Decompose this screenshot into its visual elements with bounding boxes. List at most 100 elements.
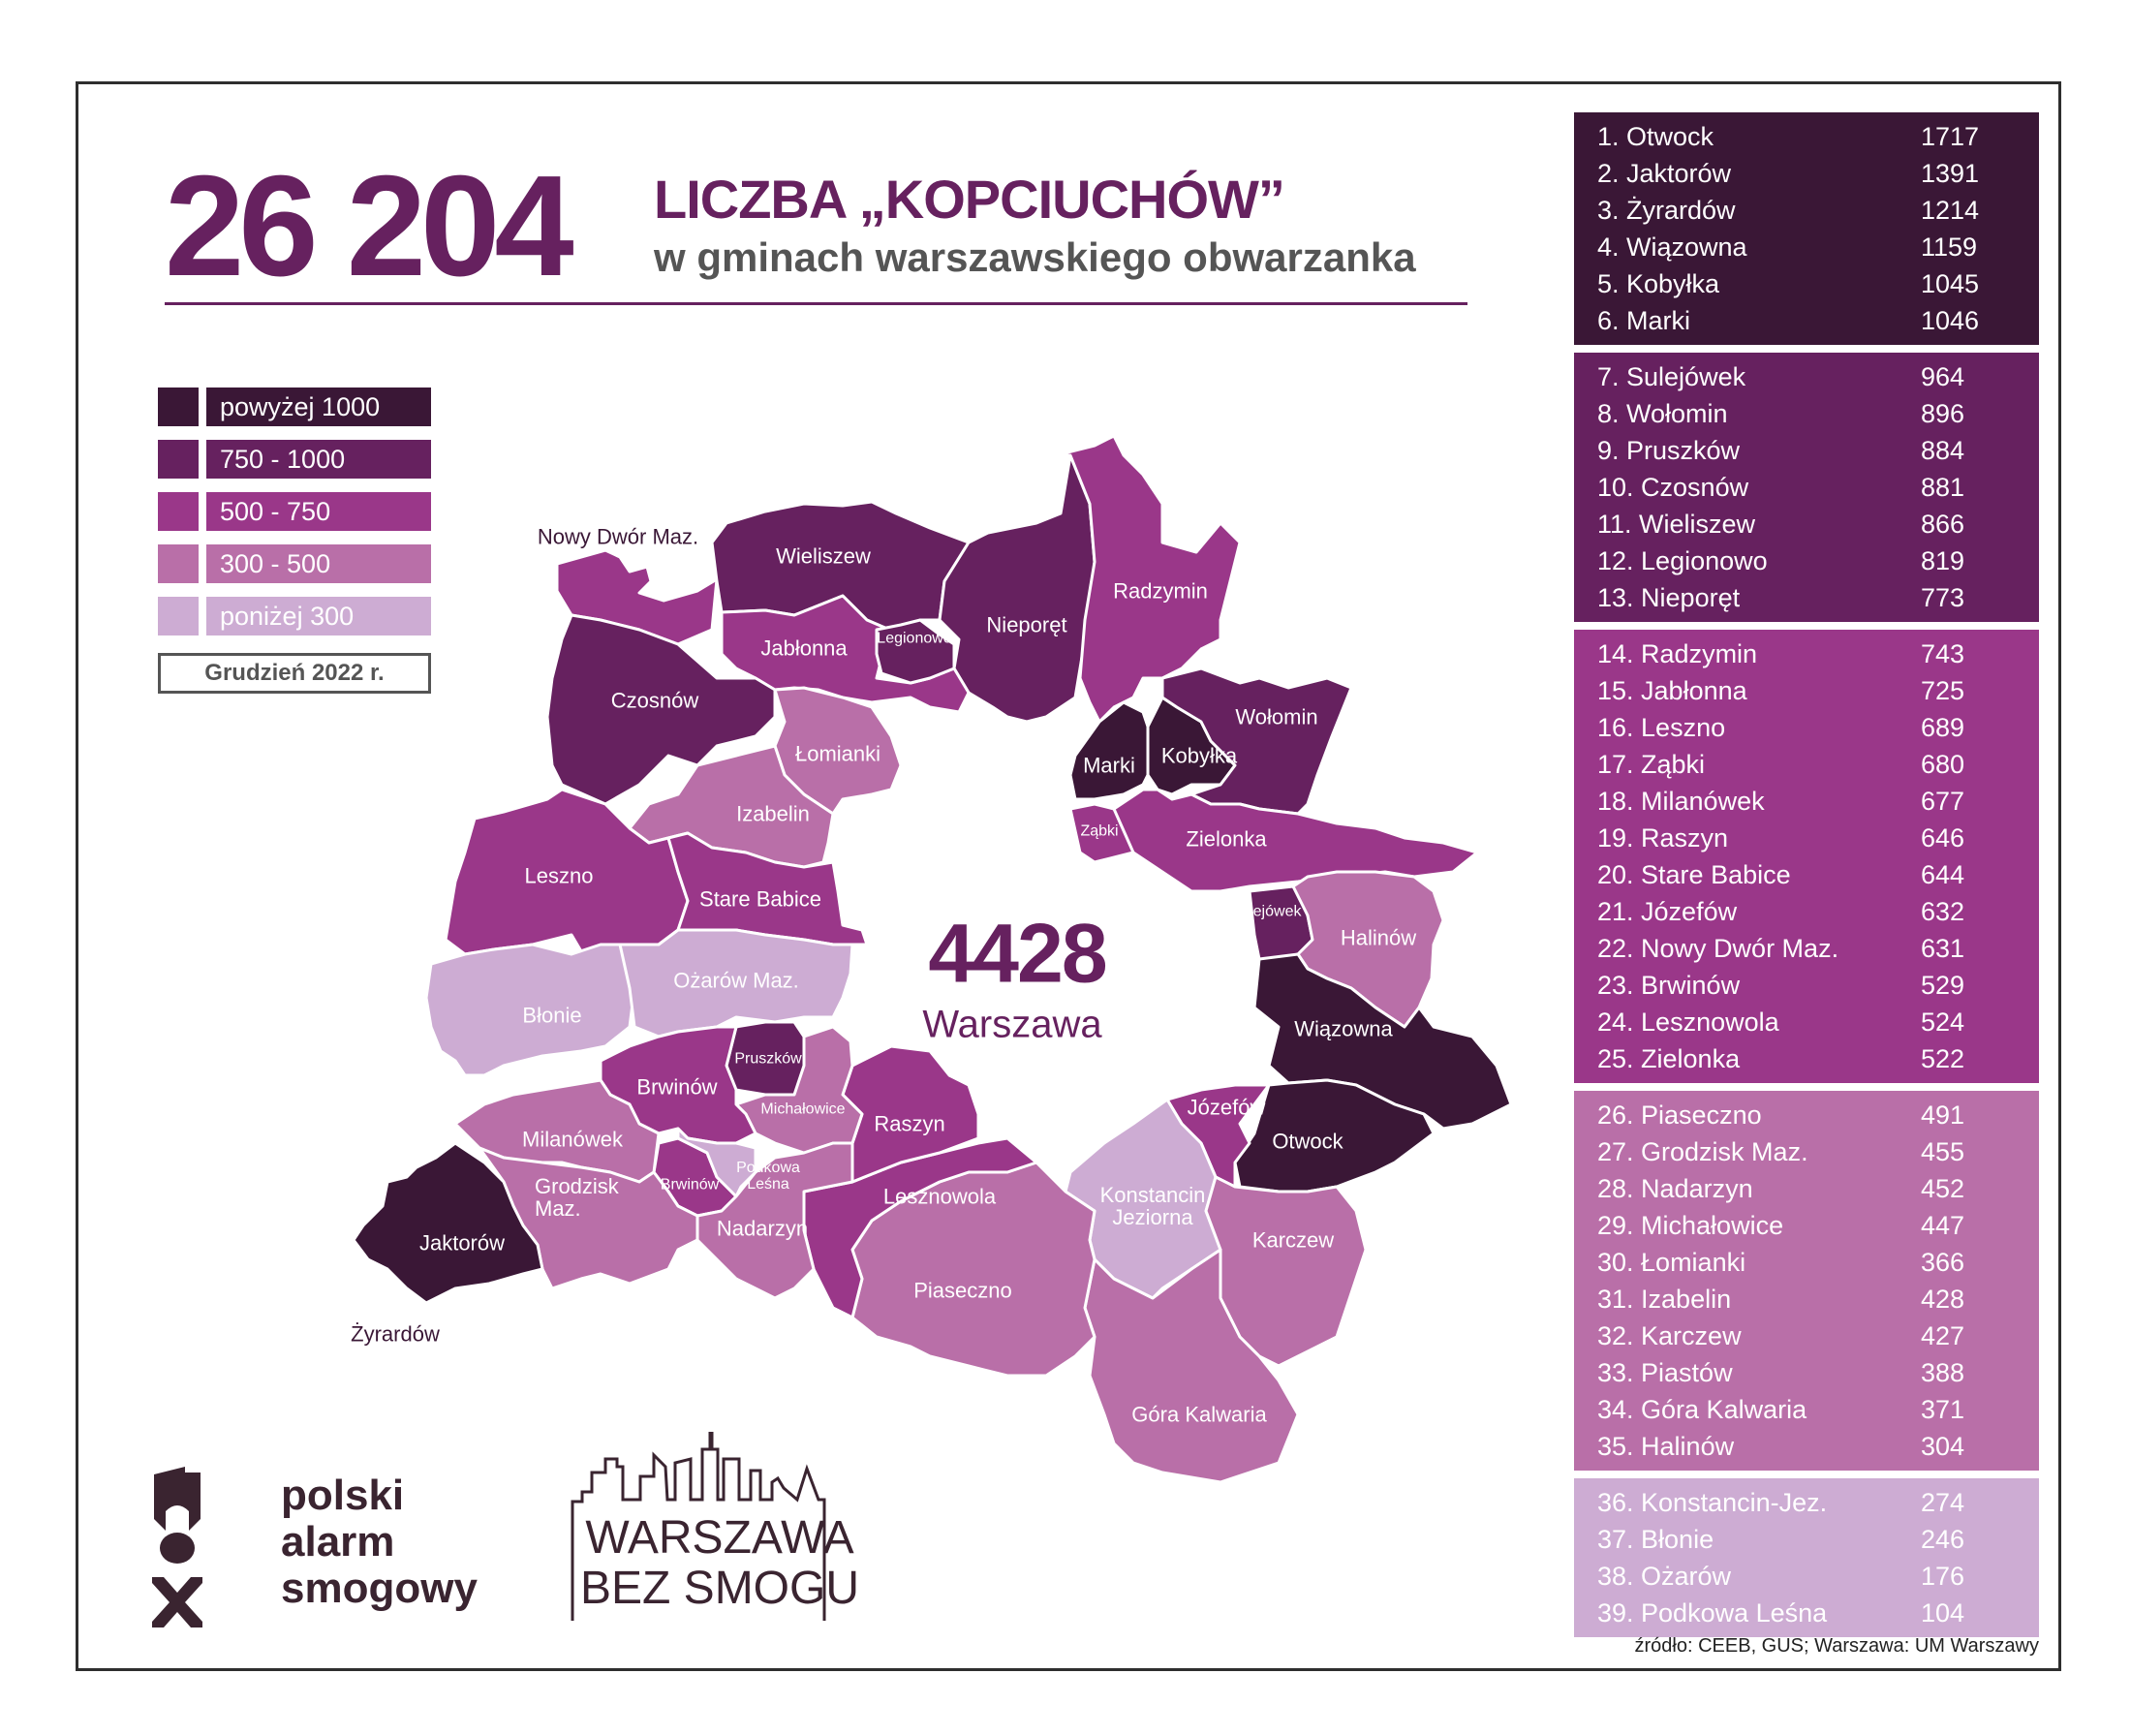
ranking-row: 38. Ożarów 176	[1574, 1558, 2039, 1595]
legend-swatch	[158, 492, 199, 531]
region-legionowo	[875, 618, 956, 685]
municipality-value: 428	[1921, 1285, 1965, 1314]
municipality-value: 274	[1921, 1488, 1965, 1517]
municipality-name: 31. Izabelin	[1597, 1285, 1732, 1314]
legend-label: 300 - 500	[206, 544, 431, 583]
label-nadarzyn: Nadarzyn	[716, 1216, 809, 1241]
label-ozarow: Ożarów Maz.	[673, 968, 799, 993]
ranking-row: 16. Leszno 689	[1574, 709, 2039, 746]
municipality-value: 447	[1921, 1211, 1965, 1240]
region-wiazowna	[1252, 952, 1513, 1131]
municipality-value: 371	[1921, 1395, 1965, 1424]
region-radzymin	[1054, 434, 1242, 724]
municipality-value: 529	[1921, 971, 1965, 1000]
label-leszno: Leszno	[524, 863, 594, 888]
ranking-table: 1. Otwock 1717 2. Jaktorów 1391 3. Żyrardó…	[1574, 112, 2039, 1645]
municipality-name: 8. Wołomin	[1597, 399, 1728, 428]
source-note: źródło: CEEB, GUS; Warszawa: UM Warszawy	[1634, 1635, 2039, 1657]
pas-mascot-icon	[152, 1467, 202, 1628]
label-stare-babice: Stare Babice	[699, 886, 821, 912]
label-brwinow-south: Brwinów	[660, 1176, 720, 1194]
ranking-row: 31. Izabelin 428	[1574, 1281, 2039, 1318]
region-jaktorow	[352, 1141, 544, 1305]
municipality-value: 524	[1921, 1008, 1965, 1037]
municipality-value: 689	[1921, 713, 1965, 742]
municipality-value: 427	[1921, 1321, 1965, 1350]
municipality-name: 17. Ząbki	[1597, 750, 1706, 779]
municipality-value: 1391	[1921, 159, 1980, 188]
label-pruszkow: Pruszków	[734, 1050, 802, 1068]
municipality-name: 14. Radzymin	[1597, 639, 1758, 668]
label-otwock: Otwock	[1272, 1129, 1343, 1154]
legend-swatch	[158, 597, 199, 636]
ranking-row: 27. Grodzisk Maz. 455	[1574, 1133, 2039, 1170]
municipality-name: 29. Michałowice	[1597, 1211, 1784, 1240]
municipality-name: 3. Żyrardów	[1597, 196, 1736, 225]
municipality-value: 1045	[1921, 269, 1980, 298]
municipality-name: 10. Czosnów	[1597, 473, 1749, 502]
region-nieporet	[938, 453, 1096, 724]
municipality-value: 388	[1921, 1358, 1965, 1387]
municipality-name: 23. Brwinów	[1597, 971, 1741, 1000]
municipality-value: 176	[1921, 1562, 1965, 1591]
municipality-name: 32. Karczew	[1597, 1321, 1742, 1350]
municipality-name: 12. Legionowo	[1597, 546, 1768, 575]
region-blonie	[424, 943, 636, 1077]
ranking-row: 30. Łomianki 366	[1574, 1244, 2039, 1281]
pas-line2: alarm	[281, 1518, 395, 1566]
label-lomianki: Łomianki	[794, 741, 881, 766]
municipality-value: 964	[1921, 362, 1965, 391]
ranking-row: 23. Brwinów 529	[1574, 967, 2039, 1004]
municipality-value: 677	[1921, 787, 1965, 816]
municipality-value: 646	[1921, 823, 1965, 852]
ranking-row: 39. Podkowa Leśna 104	[1574, 1595, 2039, 1631]
municipality-value: 1214	[1921, 196, 1980, 225]
region-otwock	[1233, 1078, 1436, 1194]
pas-line1: polski	[281, 1472, 405, 1519]
ranking-group-300-500: 26. Piaseczno 491 27. Grodzisk Maz. 455 28…	[1574, 1091, 2039, 1471]
label-sulejowek: Sulejówek	[1230, 903, 1302, 920]
label-podkowa: Podkowa Leśna	[736, 1160, 800, 1193]
municipality-value: 522	[1921, 1044, 1965, 1073]
municipality-value: 743	[1921, 639, 1965, 668]
legend-label: 500 - 750	[206, 492, 431, 531]
municipality-name: 7. Sulejówek	[1597, 362, 1746, 391]
municipality-value: 680	[1921, 750, 1965, 779]
municipality-value: 1717	[1921, 122, 1980, 151]
municipality-name: 37. Błonie	[1597, 1525, 1714, 1554]
ranking-group-below-300: 36. Konstancin-Jez. 274 37. Błonie 246 38.…	[1574, 1478, 2039, 1637]
ranking-group-750-1000: 7. Sulejówek 964 8. Wołomin 896 9. Pruszkó…	[1574, 353, 2039, 622]
ranking-row: 7. Sulejówek 964	[1574, 358, 2039, 395]
label-lesznowola: Lesznowola	[882, 1184, 997, 1209]
ranking-group-500-750: 14. Radzymin 743 15. Jabłonna 725 16. Lesz…	[1574, 630, 2039, 1083]
municipality-value: 1046	[1921, 306, 1980, 335]
ranking-row: 36. Konstancin-Jez. 274	[1574, 1484, 2039, 1521]
municipality-name: 1. Otwock	[1597, 122, 1714, 151]
municipality-value: 896	[1921, 399, 1965, 428]
municipality-name: 26. Piaseczno	[1597, 1100, 1762, 1130]
municipality-name: 11. Wieliszew	[1597, 510, 1756, 539]
label-nowy-dwor: Nowy Dwór Maz.	[537, 524, 699, 549]
label-kobylka: Kobyłka	[1160, 743, 1238, 768]
municipality-value: 866	[1921, 510, 1965, 539]
label-wiazowna: Wiązowna	[1294, 1016, 1393, 1041]
label-blonie: Błonie	[522, 1003, 582, 1028]
ranking-row: 32. Karczew 427	[1574, 1318, 2039, 1354]
municipality-name: 9. Pruszków	[1597, 436, 1741, 465]
ranking-row: 37. Błonie 246	[1574, 1521, 2039, 1558]
ranking-row: 29. Michałowice 447	[1574, 1207, 2039, 1244]
pas-line3: smogowy	[281, 1565, 478, 1612]
ranking-row: 18. Milanówek 677	[1574, 783, 2039, 820]
region-gora-kalwaria	[1083, 1248, 1300, 1484]
municipality-value: 304	[1921, 1432, 1965, 1461]
label-jozefow: Józefów	[1187, 1095, 1266, 1120]
municipality-name: 27. Grodzisk Maz.	[1597, 1137, 1808, 1166]
municipality-name: 22. Nowy Dwór Maz.	[1597, 934, 1839, 963]
municipality-value: 881	[1921, 473, 1965, 502]
ranking-row: 10. Czosnów 881	[1574, 469, 2039, 506]
municipality-name: 18. Milanówek	[1597, 787, 1765, 816]
ranking-row: 12. Legionowo 819	[1574, 542, 2039, 579]
municipality-name: 21. Józefów	[1597, 897, 1738, 926]
municipality-name: 19. Raszyn	[1597, 823, 1729, 852]
